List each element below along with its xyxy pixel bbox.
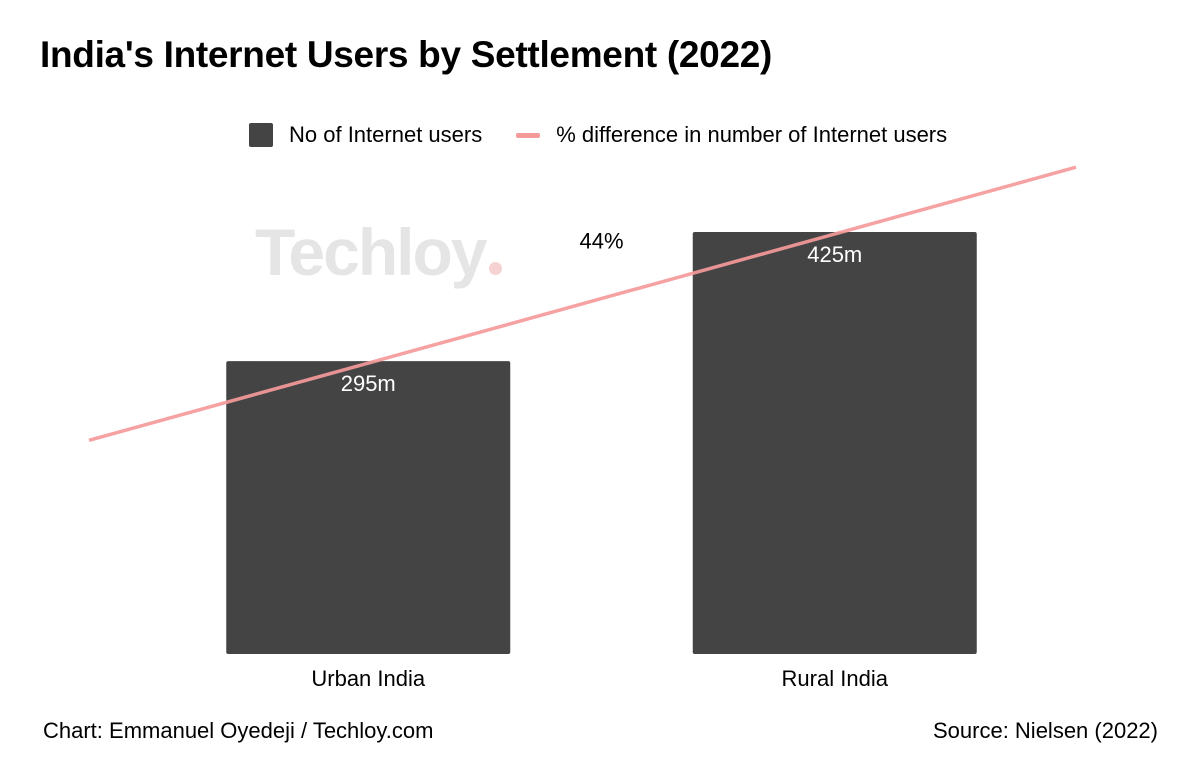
legend: No of Internet users % difference in num… <box>249 122 947 148</box>
bar-data-label-1: 295m <box>341 371 396 396</box>
chart-source: Source: Nielsen (2022) <box>932 718 1158 743</box>
x-tick-label-2: Rural India <box>782 666 889 691</box>
legend-item-line: % difference in number of Internet users <box>516 122 947 148</box>
watermark-dot <box>488 262 502 275</box>
bar-data-label-2: 425m <box>807 242 862 267</box>
legend-item-bars: No of Internet users <box>249 122 482 148</box>
difference-annotation: 44% <box>579 229 623 254</box>
legend-swatch-bars <box>249 123 273 147</box>
legend-label-line: % difference in number of Internet users <box>556 122 948 147</box>
bar-1 <box>226 361 511 654</box>
watermark-text: Techloy <box>255 215 488 289</box>
x-tick-label-1: Urban India <box>311 666 426 691</box>
watermark-logo: Techloy <box>255 214 502 290</box>
difference-trend-line <box>88 165 1077 443</box>
chart-title: India's Internet Users by Settlement (20… <box>40 34 773 75</box>
bar-2 <box>692 232 977 654</box>
legend-label-bars: No of Internet users <box>289 122 483 147</box>
legend-swatch-line <box>516 132 541 138</box>
chart-credit: Chart: Emmanuel Oyedeji / Techloy.com <box>43 718 434 743</box>
